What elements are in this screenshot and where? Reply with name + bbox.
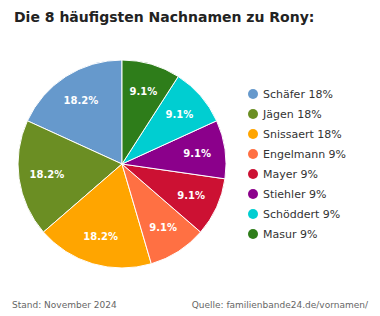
legend-swatch — [248, 89, 258, 99]
legend-item: Snissaert 18% — [248, 128, 342, 141]
legend-label: Schäfer 18% — [263, 88, 333, 101]
chart: Die 8 häufigsten Nachnamen zu Rony: 18.2%… — [0, 0, 380, 316]
footer-note: Stand: November 2024 — [12, 300, 117, 310]
legend-label: Stiehler 9% — [263, 188, 326, 201]
data-label: 18.2% — [83, 231, 118, 242]
data-label: 9.1% — [130, 86, 158, 97]
legend-item: Stiehler 9% — [248, 188, 326, 201]
legend-swatch — [248, 209, 258, 219]
pie — [18, 60, 226, 268]
legend-label: Schöddert 9% — [263, 208, 340, 221]
legend-swatch — [248, 109, 258, 119]
footer-note: Quelle: familienbande24.de/vornamen/ — [192, 300, 369, 310]
legend-label: Engelmann 9% — [263, 148, 346, 161]
data-label: 9.1% — [183, 148, 211, 159]
legend-swatch — [248, 149, 258, 159]
title: Die 8 häufigsten Nachnamen zu Rony: — [14, 9, 314, 25]
legend-label: Mayer 9% — [263, 168, 318, 181]
data-label: 18.2% — [30, 169, 65, 180]
data-label: 18.2% — [64, 95, 99, 106]
data-label: 9.1% — [166, 109, 194, 120]
legend-item: Schöddert 9% — [248, 208, 340, 221]
legend-item: Engelmann 9% — [248, 148, 346, 161]
legend: Schäfer 18% Jägen 18% Snissaert 18% Engelma… — [248, 88, 346, 241]
legend-label: Masur 9% — [263, 228, 317, 241]
legend-item: Mayer 9% — [248, 168, 318, 181]
legend-label: Jägen 18% — [262, 108, 322, 121]
data-label: 9.1% — [149, 222, 177, 233]
legend-swatch — [248, 129, 258, 139]
legend-item: Masur 9% — [248, 228, 317, 241]
legend-item: Schäfer 18% — [248, 88, 333, 101]
legend-swatch — [248, 229, 258, 239]
data-labels: 18.2% 18.2% 18.2% 9.1% 9.1% 9.1% 9.1% 9.1% — [30, 86, 212, 243]
data-label: 9.1% — [177, 190, 205, 201]
legend-swatch — [248, 189, 258, 199]
legend-swatch — [248, 169, 258, 179]
legend-label: Snissaert 18% — [263, 128, 342, 141]
legend-item: Jägen 18% — [248, 108, 322, 121]
